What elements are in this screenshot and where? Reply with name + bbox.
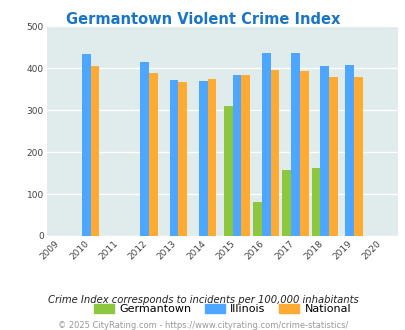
Bar [328, 77, 337, 236]
Bar [270, 70, 279, 236]
Text: © 2025 CityRating.com - https://www.cityrating.com/crime-statistics/: © 2025 CityRating.com - https://www.city… [58, 321, 347, 330]
Bar [178, 82, 187, 236]
Bar [198, 81, 207, 236]
Bar [320, 66, 328, 236]
Bar [353, 77, 362, 236]
Bar [311, 168, 320, 236]
Bar [241, 76, 249, 236]
Bar [252, 202, 261, 236]
Bar [81, 54, 90, 236]
Bar [344, 65, 353, 236]
Bar [290, 53, 299, 236]
Bar [169, 80, 178, 236]
Bar [207, 79, 216, 236]
Bar [299, 71, 308, 236]
Text: Crime Index corresponds to incidents per 100,000 inhabitants: Crime Index corresponds to incidents per… [47, 295, 358, 305]
Bar [232, 76, 241, 236]
Bar [223, 106, 232, 236]
Text: Germantown Violent Crime Index: Germantown Violent Crime Index [66, 12, 339, 26]
Bar [281, 170, 290, 236]
Legend: Germantown, Illinois, National: Germantown, Illinois, National [90, 300, 354, 317]
Bar [149, 73, 158, 236]
Bar [90, 66, 99, 236]
Bar [140, 62, 149, 236]
Bar [261, 53, 270, 236]
